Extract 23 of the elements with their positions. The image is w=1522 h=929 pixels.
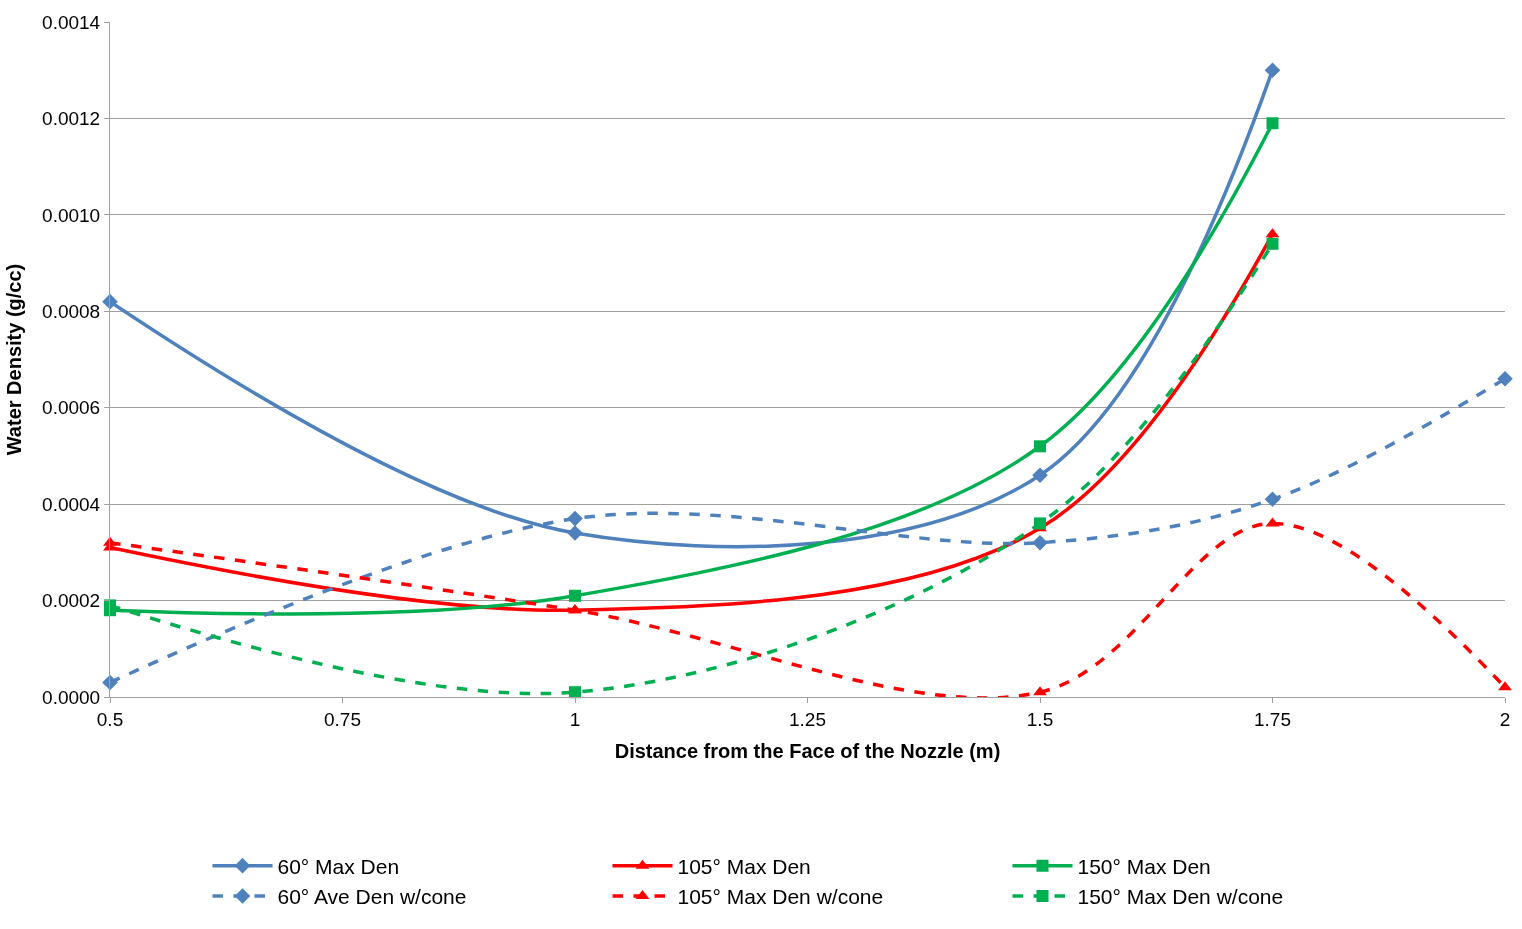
y-axis-title: Water Density (g/cc)	[2, 263, 25, 456]
y-tick-label: 0.0002	[42, 590, 101, 612]
y-tick-label: 0.0008	[42, 300, 101, 322]
legend-label: 150° Max Den w/cone	[1077, 885, 1284, 909]
x-tick-label: 1.5	[1026, 708, 1054, 730]
x-tick-label: 1	[569, 708, 581, 730]
legend-label: 105° Max Den	[677, 854, 811, 878]
y-tick-label: 0.0004	[42, 493, 101, 515]
x-axis-title: Distance from the Face of the Nozzle (m)	[614, 740, 1001, 763]
y-tick-label: 0.0000	[42, 686, 101, 708]
y-tick-label: 0.0014	[42, 11, 101, 33]
legend-label: 60° Ave Den w/cone	[277, 885, 467, 909]
y-tick-label: 0.0010	[42, 204, 101, 226]
x-tick-label: 1.75	[1254, 708, 1291, 730]
x-tick-label: 2	[1499, 708, 1511, 730]
legend-label: 60° Max Den	[277, 854, 400, 878]
x-tick-label: 0.5	[96, 708, 124, 730]
y-tick-label: 0.0012	[42, 108, 101, 130]
x-tick-label: 1.25	[789, 708, 826, 730]
legend-label: 105° Max Den w/cone	[677, 885, 884, 909]
y-tick-label: 0.0006	[42, 397, 101, 419]
x-tick-label: 0.75	[324, 708, 361, 730]
legend-label: 150° Max Den	[1077, 854, 1211, 878]
